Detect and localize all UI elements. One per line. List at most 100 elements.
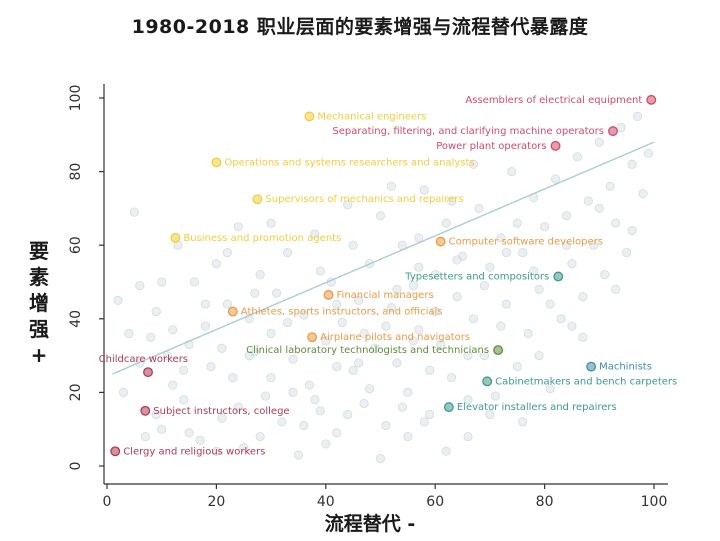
- background-point: [343, 200, 353, 210]
- background-point: [217, 343, 227, 353]
- point-label: Business and promotion agents: [183, 233, 341, 244]
- x-tick-label: 100: [641, 494, 668, 510]
- background-point: [496, 321, 506, 331]
- background-point: [337, 317, 347, 328]
- background-point: [359, 328, 369, 339]
- background-point: [600, 270, 610, 280]
- axes: 0 20 40 60 80 100 0 20 40 60 80 100: [68, 84, 668, 510]
- background-point: [211, 258, 221, 269]
- labeled-point: [304, 111, 315, 122]
- background-point: [343, 409, 353, 420]
- background-point: [332, 362, 342, 372]
- point-label: Clergy and religious workers: [123, 446, 265, 457]
- labeled-point: [550, 140, 561, 151]
- background-point: [561, 211, 572, 221]
- background-point: [463, 431, 473, 442]
- point-label: Typesetters and compositors: [404, 271, 549, 282]
- background-point: [611, 284, 621, 294]
- background-point: [441, 446, 451, 456]
- y-tick-label: 80: [68, 163, 84, 181]
- labeled-point: [143, 367, 153, 378]
- background-point: [627, 225, 637, 236]
- background-point: [354, 295, 364, 305]
- background-point: [463, 350, 473, 361]
- labeled-point: [646, 94, 657, 105]
- background-point: [222, 247, 232, 258]
- background-point: [277, 417, 287, 427]
- background-point: [178, 395, 189, 405]
- background-point: [474, 203, 484, 213]
- background-point: [534, 284, 544, 294]
- labeled-point: [170, 232, 181, 243]
- background-point: [561, 240, 572, 250]
- background-point: [239, 442, 249, 453]
- y-axis-label: 要素增强 +: [24, 238, 54, 368]
- background-point: [529, 266, 539, 276]
- background-point: [518, 417, 528, 427]
- y-axis-label-char: +: [30, 343, 48, 367]
- background-point: [490, 391, 500, 401]
- background-point: [436, 339, 446, 350]
- background-point: [288, 387, 298, 397]
- y-tick-label: 20: [68, 383, 84, 401]
- background-point: [168, 325, 178, 335]
- background-point: [217, 413, 227, 423]
- background-point: [594, 137, 604, 147]
- background-point: [501, 299, 511, 309]
- labeled-points: Assemblers of electrical equipment Mechan…: [99, 95, 678, 457]
- labeled-point: [252, 194, 263, 205]
- background-point: [523, 328, 533, 339]
- background-point: [310, 229, 320, 239]
- x-axis-label: 流程替代 -: [324, 513, 416, 535]
- background-point: [261, 391, 271, 401]
- background-point: [370, 343, 380, 353]
- background-point: [594, 203, 604, 213]
- background-point: [392, 358, 402, 368]
- background-point: [545, 299, 555, 309]
- background-point: [332, 299, 342, 309]
- trend-line: [112, 141, 655, 375]
- background-point: [228, 373, 238, 383]
- background-point: [266, 328, 276, 339]
- background-point: [271, 288, 282, 298]
- background-point: [567, 258, 577, 269]
- background-point: [129, 207, 139, 217]
- trend-line-group: [112, 141, 655, 375]
- background-point: [386, 181, 397, 191]
- background-point: [414, 325, 424, 335]
- x-tick-label: 0: [103, 494, 112, 510]
- background-point: [222, 299, 232, 309]
- x-tick-label: 20: [207, 494, 225, 510]
- background-point: [414, 262, 424, 272]
- background-point: [425, 409, 435, 420]
- background-point: [348, 365, 358, 375]
- background-point: [556, 314, 566, 324]
- background-point: [550, 174, 561, 184]
- background-point: [616, 122, 626, 133]
- background-point: [408, 281, 418, 291]
- labeled-point: [586, 361, 597, 372]
- y-axis-label-char: 要: [29, 239, 49, 263]
- background-point: [589, 240, 599, 250]
- background-point: [140, 431, 150, 442]
- background-point: [255, 431, 265, 442]
- background-point: [512, 218, 522, 228]
- background-point: [184, 428, 194, 438]
- background-point: [627, 159, 637, 169]
- background-point: [195, 435, 205, 445]
- point-label: Mechanical engineers: [317, 111, 426, 122]
- x-tick-label: 40: [317, 494, 335, 510]
- background-point: [496, 233, 506, 243]
- point-label: Clinical laboratory technologists and te…: [246, 345, 489, 356]
- labeled-point: [323, 289, 334, 300]
- background-point: [299, 420, 309, 431]
- background-point: [266, 218, 276, 228]
- background-point: [518, 247, 528, 258]
- background-point: [578, 332, 588, 342]
- background-point: [151, 306, 161, 317]
- background-point: [605, 181, 615, 191]
- background-point: [414, 233, 424, 243]
- point-label: Assemblers of electrical equipment: [465, 95, 642, 106]
- background-point: [408, 336, 418, 346]
